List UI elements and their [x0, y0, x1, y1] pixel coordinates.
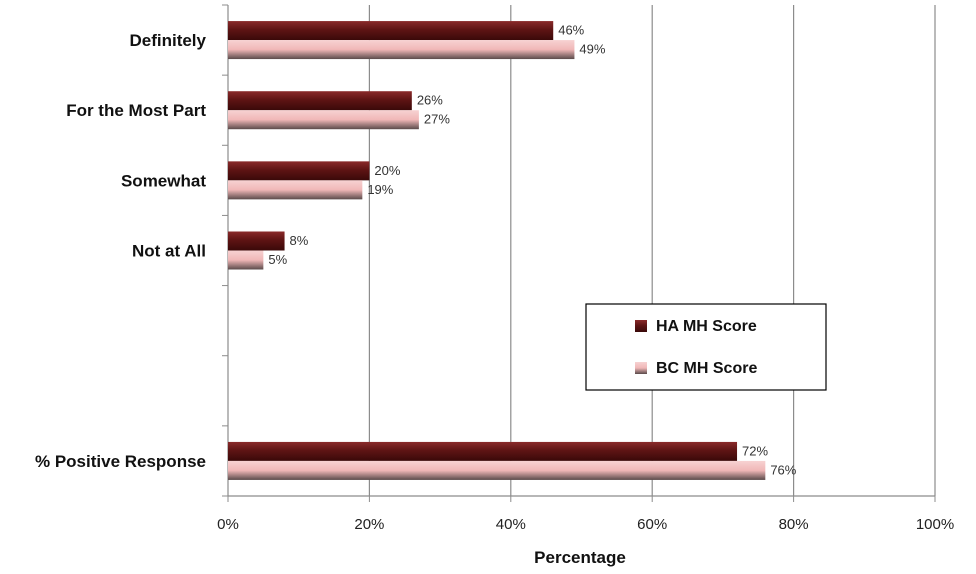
x-axis-title: Percentage	[534, 548, 626, 567]
data-label: 76%	[770, 462, 796, 477]
data-label: 5%	[268, 252, 287, 267]
x-tick-label: 80%	[779, 516, 809, 533]
y-category-label: Not at All	[132, 242, 206, 261]
bar-bc	[228, 180, 363, 200]
data-label: 26%	[417, 93, 443, 108]
data-label: 49%	[579, 42, 605, 57]
y-category-label: Somewhat	[121, 171, 206, 190]
x-tick-label: 60%	[637, 516, 667, 533]
legend-label-bc: BC MH Score	[656, 360, 757, 377]
x-tick-label: 0%	[217, 516, 239, 533]
x-tick-label: 40%	[496, 516, 526, 533]
bar-ha	[228, 161, 370, 181]
legend-swatch-bc	[635, 362, 647, 374]
y-category-label: Definitely	[129, 31, 206, 50]
bar-ha	[228, 21, 554, 41]
bar-ha	[228, 231, 285, 251]
data-label: 8%	[290, 233, 309, 248]
data-label: 46%	[558, 23, 584, 38]
bar-bc	[228, 110, 419, 130]
bar-bc	[228, 250, 264, 270]
bar-ha	[228, 441, 738, 461]
bar-bc	[228, 460, 766, 480]
bar-bc	[228, 40, 575, 60]
y-category-label: For the Most Part	[66, 101, 206, 120]
data-label: 72%	[742, 443, 768, 458]
legend-swatch-ha	[635, 320, 647, 332]
data-label: 19%	[367, 182, 393, 197]
data-label: 20%	[374, 163, 400, 178]
x-tick-label: 20%	[354, 516, 384, 533]
data-label: 27%	[424, 112, 450, 127]
legend: HA MH Score BC MH Score	[585, 303, 827, 391]
legend-label-ha: HA MH Score	[656, 318, 757, 335]
bar-ha	[228, 91, 412, 111]
y-category-label: % Positive Response	[35, 452, 206, 471]
x-tick-label: 100%	[916, 516, 954, 533]
